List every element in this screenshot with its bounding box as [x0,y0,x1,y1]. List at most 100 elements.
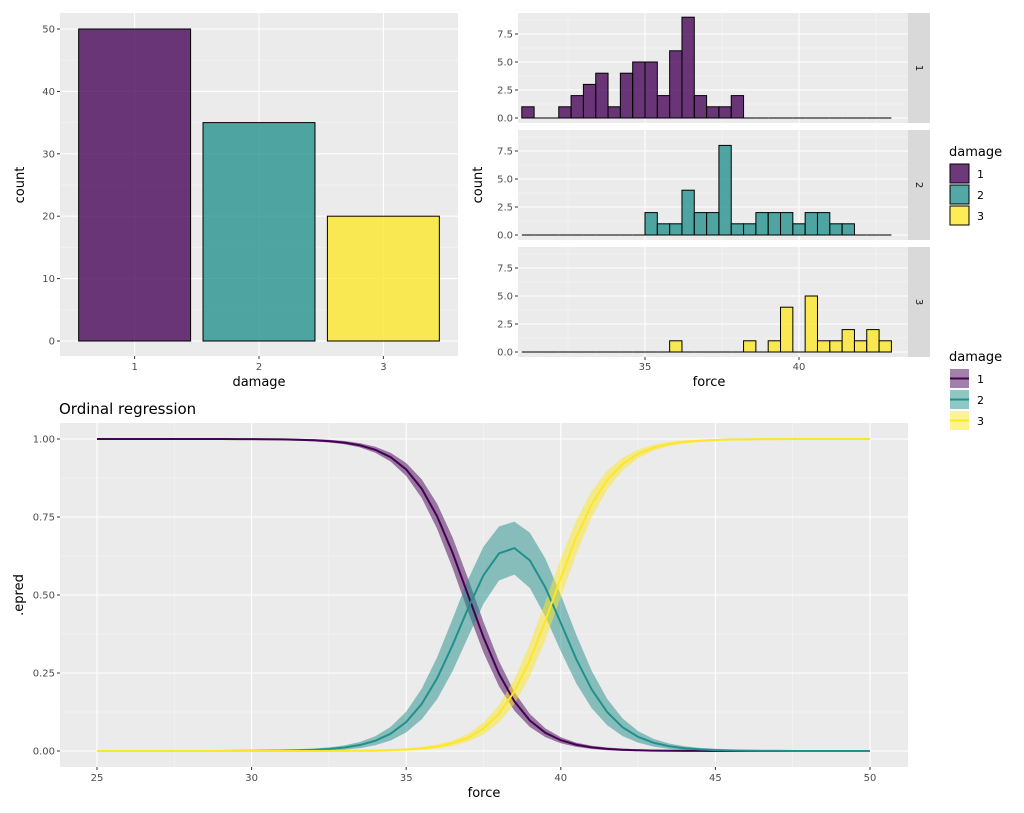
histogram-y-axis-title: count [471,167,486,204]
histogram-bin [866,329,880,353]
histogram-bin [853,340,868,353]
histogram-bin [743,223,757,236]
regression-ribbons [97,439,870,751]
bar-chart-damage-counts: 0 10 20 30 40 50 1 2 3 damage count [13,13,458,390]
regression-lines [97,438,871,752]
legend-line-keys: 1 2 3 [950,369,984,430]
regression-y-axis-title: .epred [12,574,27,616]
histogram-bin [718,106,732,119]
histogram-bin [669,50,683,119]
histogram-bin [829,340,843,353]
histogram-bin [780,306,794,353]
histogram-bin [619,72,634,119]
regression-y-tick-label: 0.00 [33,747,55,758]
legend-line-label: 1 [977,373,984,386]
regression-x-tick-label: 25 [91,773,104,784]
histogram-bin [730,95,745,119]
histogram-bin [582,83,597,119]
histogram-bin [718,144,732,236]
histogram-y-tick-label: 5.0 [497,58,513,69]
histogram-bin [804,212,818,236]
legend-fill-damage: damage 1 2 3 [949,145,1002,226]
bar-damage-2 [202,122,316,342]
bar-y-tick-label: 0 [49,337,55,348]
histogram-bin [878,340,892,353]
histogram-bin [804,295,818,353]
legend-line-damage: damage 1 2 3 [949,350,1002,430]
histogram-bin [767,340,782,353]
histogram-x-tick-label: 35 [639,362,652,373]
histogram-bin [669,223,683,236]
legend-line-label: 2 [977,394,984,407]
histogram-facet-1: 1 0.0 2.5 5.0 7.5 [497,13,930,125]
histogram-bin [816,212,831,236]
histogram-y-tick-label: 2.5 [497,320,513,331]
histogram-bin [570,95,584,119]
histogram-bin [558,106,572,119]
facet-strip-label: 3 [913,299,924,305]
histogram-y-tick-label: 0.0 [497,348,513,359]
legend-line-title: damage [949,350,1002,365]
histogram-bin [730,223,745,236]
histogram-bin [632,61,646,119]
histogram-bin [521,106,535,119]
regression-x-axis-title: force [468,786,501,801]
histogram-bin [607,106,621,119]
bar-damage-1 [78,28,192,342]
histogram-bin [706,212,720,236]
legend-fill-label: 2 [977,189,984,202]
facet-strip-label: 1 [913,65,924,71]
bar-x-ticks: 1 2 3 [131,356,387,373]
histogram-y-tick-label: 7.5 [497,30,513,41]
legend-fill-key-2 [949,184,970,205]
histogram-x-tick-label: 40 [793,362,806,373]
histogram-bin [841,329,855,353]
bar-x-axis-title: damage [232,375,285,390]
histogram-bin [669,340,683,353]
histogram-bin [681,16,695,119]
histogram-bin [693,212,708,236]
histogram-bin [595,72,609,119]
histogram-x-axis-title: force [693,375,726,390]
histogram-y-tick-label: 5.0 [497,175,513,186]
histogram-bin [644,212,658,236]
bar-damage-3 [326,215,440,342]
histogram-x-ticks: 35 40 [639,357,806,373]
legend-fill-label: 1 [977,168,984,181]
histogram-bin [767,212,782,236]
histogram-y-tick-label: 7.5 [497,147,513,158]
histogram-bin [792,223,806,236]
bar-x-tick-label: 2 [256,362,262,373]
bar-y-ticks: 0 10 20 30 40 50 [42,25,60,348]
regression-x-tick-label: 50 [864,773,877,784]
regression-x-tick-label: 40 [554,773,567,784]
regression-y-tick-label: 0.75 [33,513,55,524]
bar-y-tick-label: 40 [42,87,55,98]
regression-y-tick-label: 0.25 [33,669,55,680]
bar-y-tick-label: 30 [42,149,55,160]
regression-y-ticks: 0.00 0.25 0.50 0.75 1.00 [33,435,60,758]
regression-x-tick-label: 35 [400,773,413,784]
histogram-bin [755,212,769,236]
histogram-bin [816,340,831,353]
histogram-bin [841,223,855,236]
bars [78,28,440,342]
regression-line-damage-3 [97,438,871,752]
histogram-bin [656,223,671,236]
histogram-y-tick-label: 7.5 [497,264,513,275]
legend-fill-key-3 [949,205,970,226]
legend-line-label: 3 [977,415,984,428]
bar-x-tick-label: 1 [131,362,137,373]
regression-y-tick-label: 1.00 [33,435,55,446]
facet-strip [908,247,930,357]
bar-y-tick-label: 10 [42,274,55,285]
histogram-bin [743,340,757,353]
regression-x-tick-label: 30 [245,773,258,784]
histogram-y-tick-label: 5.0 [497,292,513,303]
legend-fill-label: 3 [977,210,984,223]
histogram-bin [693,95,708,119]
regression-ribbon-damage-2 [97,521,870,751]
legend-fill-keys: 1 2 3 [949,163,984,226]
legend-fill-key-1 [949,163,970,184]
facet-strip [908,13,930,123]
